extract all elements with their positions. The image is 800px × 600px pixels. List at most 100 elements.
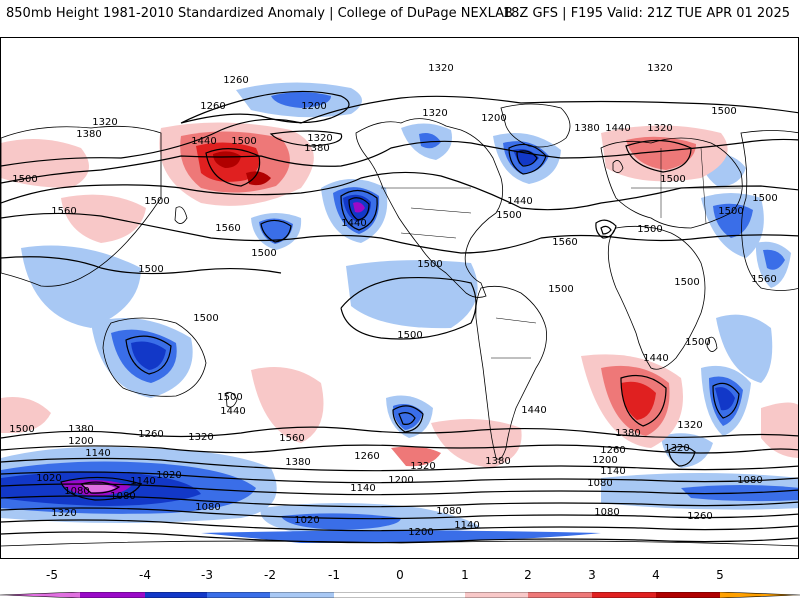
cb-swatch-m4-m3: [145, 592, 207, 598]
colorbar-strip: [0, 592, 800, 598]
contour-label: 1380: [285, 457, 310, 468]
contour-kamchatka-high: [205, 148, 261, 187]
anomaly-map: 1260 1320 1320 1260 1200 1320 1320 1380 …: [0, 37, 799, 559]
contour-label: 1260: [223, 75, 248, 86]
contour-label: 1080: [737, 475, 762, 486]
contour-label: 1140: [350, 483, 375, 494]
contour-label: 1320: [677, 420, 702, 431]
contour-1320-south: [1, 471, 798, 484]
contour-label: 1500: [217, 392, 242, 403]
contour-label: 1080: [64, 486, 89, 497]
neg-anomaly-canada-core: [419, 133, 441, 149]
contour-label: 1500: [752, 193, 777, 204]
neg-anomaly-west-pacific: [21, 245, 141, 328]
neg-anomaly-south-indian-core: [715, 387, 735, 411]
madagascar-coast: [706, 336, 718, 352]
model-run-info: 18Z GFS | F195 Valid: 21Z TUE APR 01 202…: [502, 6, 790, 21]
contour-label: 1200: [592, 455, 617, 466]
contour-label: 1320: [647, 63, 672, 74]
neg-anomaly-pacific-north-core: [271, 92, 331, 108]
pos-anomaly-kamchatka-core: [213, 151, 241, 168]
contour-label: 1560: [751, 274, 776, 285]
contour-low-atlantic: [595, 219, 617, 239]
uk-coast: [612, 160, 624, 173]
contour-label: 1500: [144, 196, 169, 207]
contour-1500-south: [1, 426, 798, 439]
cb-swatch-1-2: [465, 592, 528, 598]
contour-label: 1320: [188, 432, 213, 443]
contour-label: 1320: [422, 108, 447, 119]
contour-label: 1200: [408, 527, 433, 538]
contour-label: 1260: [138, 429, 163, 440]
contour-label: 1320: [410, 461, 435, 472]
japan-coast: [174, 206, 188, 224]
colorbar-tick: 2: [524, 568, 532, 582]
contour-label: 1140: [85, 448, 110, 459]
contour-label: 1500: [193, 313, 218, 324]
colorbar-tick: -1: [328, 568, 340, 582]
contour-label: 1440: [521, 405, 546, 416]
contour-low-south-indian: [712, 382, 740, 419]
neg-anomaly-south-pacific-core: [393, 404, 423, 430]
north-america-coast: [355, 118, 504, 298]
contour-label: 1440: [507, 196, 532, 207]
neg-anomaly-australia-core: [131, 341, 166, 370]
contour-1440-north: [1, 171, 798, 211]
contour-label: 1260: [200, 101, 225, 112]
contour-label: 1560: [51, 206, 76, 217]
contour-label: 1500: [548, 284, 573, 295]
contour-low-south-pacific: [392, 405, 424, 433]
colorbar-tick: -2: [264, 568, 276, 582]
contour-label: 1500: [397, 330, 422, 341]
colorbar-tick: 4: [652, 568, 660, 582]
contour-label: 1380: [574, 123, 599, 134]
pos-anomaly-siberia-west: [1, 139, 89, 188]
contour-label: 1020: [294, 515, 319, 526]
neg-anomaly-antarctic-pink: [81, 483, 116, 493]
contour-1200-arctic: [269, 130, 343, 147]
colorbar: -5 -4 -3 -2 -1 0 1 2 3 4 5: [0, 568, 800, 600]
contour-1560-subtrop: [1, 256, 282, 275]
contour-label: 1500: [660, 174, 685, 185]
europe-coast: [600, 137, 743, 229]
colorbar-tick: -3: [201, 568, 213, 582]
colorbar-tick: 0: [396, 568, 404, 582]
contour-low-antarctic-west-2: [79, 481, 121, 494]
colorbar-tick: 1: [461, 568, 469, 582]
contour-label: 1140: [600, 466, 625, 477]
contour-low-north-pacific: [260, 219, 292, 243]
cb-swatch-0-1: [400, 592, 465, 598]
contour-label: 1500: [496, 210, 521, 221]
contour-label: 1500: [711, 106, 736, 117]
borders-south-america: [491, 317, 537, 359]
contour-label: 1440: [605, 123, 630, 134]
contour-1380-south: [1, 457, 798, 472]
contour-low-gulf-alaska-2: [348, 197, 370, 221]
contour-low-greenland: [508, 143, 547, 175]
contour-label: 1500: [251, 248, 276, 259]
contour-1140-south: [1, 507, 798, 520]
greenland-coast: [500, 103, 571, 148]
cb-swatch-4-5: [656, 592, 720, 598]
new-zealand-coast: [225, 391, 238, 408]
pos-anomaly-south-west: [1, 397, 51, 433]
contour-label: 1500: [231, 136, 256, 147]
south-america-coast: [475, 285, 547, 460]
contour-1200-south: [1, 495, 798, 508]
map-canvas: 1260 1320 1320 1260 1200 1320 1320 1380 …: [1, 63, 798, 558]
africa-coast: [607, 225, 706, 370]
contour-label: 1080: [110, 491, 135, 502]
pos-anomaly-south-atlantic-core: [621, 381, 656, 420]
contour-low-south-atlantic: [668, 445, 696, 467]
neg-anomaly-south-atlantic: [661, 433, 713, 468]
pos-anomaly-south-central: [391, 446, 441, 467]
pos-anomaly-asia: [61, 194, 146, 243]
contour-label: 1080: [587, 478, 612, 489]
contour-low-south-pacific-2: [398, 412, 416, 425]
contour-1260-south: [1, 483, 798, 496]
contour-low-gulf-alaska-1: [340, 189, 378, 231]
cb-swatch-m1-0: [334, 592, 400, 598]
contour-label: 1140: [130, 476, 155, 487]
contour-label: 1260: [687, 511, 712, 522]
borders-north-america: [381, 187, 472, 239]
